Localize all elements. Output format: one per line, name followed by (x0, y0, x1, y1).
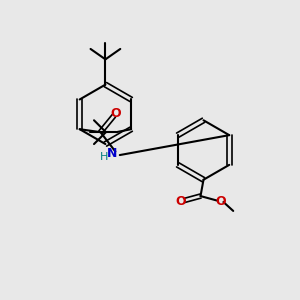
Text: H: H (100, 152, 108, 162)
Text: O: O (215, 195, 226, 208)
Text: O: O (175, 195, 186, 208)
Text: O: O (110, 107, 121, 120)
Text: N: N (107, 147, 118, 161)
